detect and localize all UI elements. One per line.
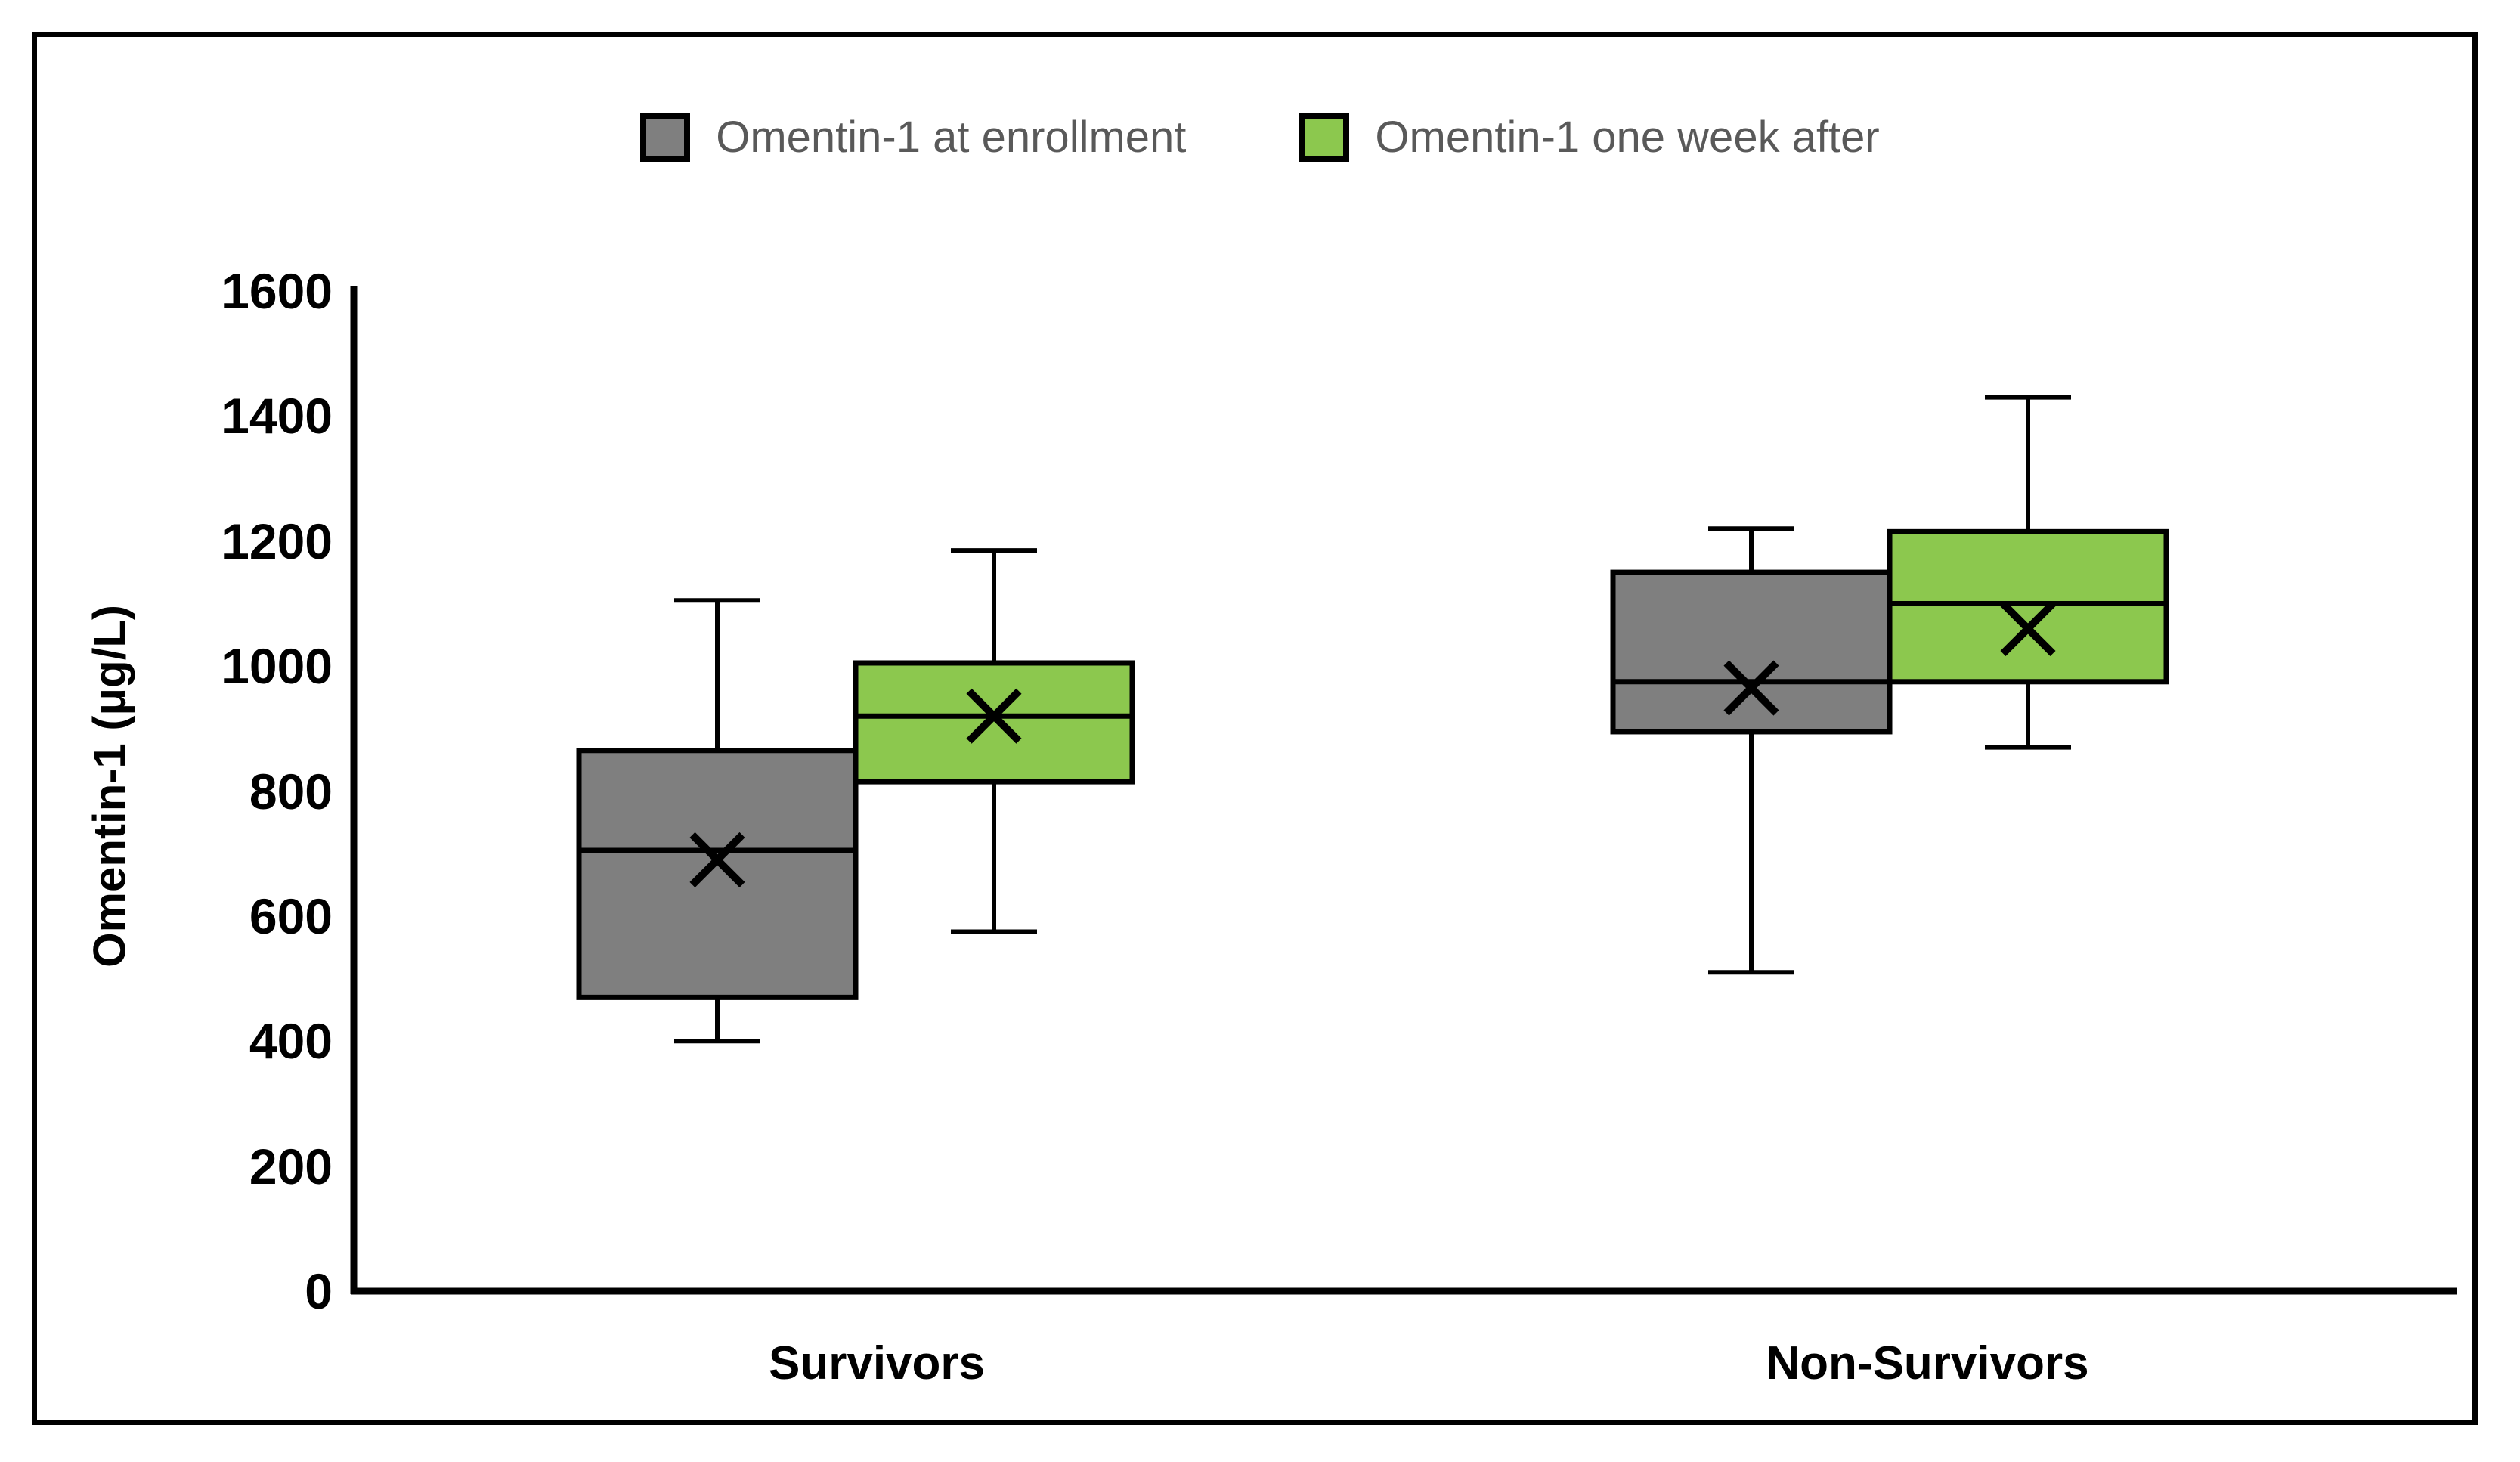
y-tick-label-1600: 1600 <box>221 263 333 319</box>
legend-label-one-week-after: Omentin-1 one week after <box>1375 113 1880 162</box>
legend-swatch-one-week-after-icon <box>1299 113 1350 162</box>
iqr-box-one-week-non-survivors <box>1887 528 2169 685</box>
iqr-box-one-week-survivors <box>853 660 1135 785</box>
y-tick-label-600: 600 <box>249 887 333 944</box>
mean-x-marker-enrollment-non-survivors <box>1723 660 1779 716</box>
figure-border <box>32 32 2478 1425</box>
legend-item-one-week-after: Omentin-1 one week after <box>1299 112 1880 163</box>
y-tick-label-1400: 1400 <box>221 388 333 444</box>
y-tick-label-200: 200 <box>249 1138 333 1194</box>
mean-x-marker-enrollment-survivors <box>689 832 745 887</box>
y-tick-label-800: 800 <box>249 763 333 819</box>
y-tick-label-0: 0 <box>305 1263 333 1319</box>
y-tick-label-400: 400 <box>249 1013 333 1070</box>
legend-item-enrollment: Omentin-1 at enrollment <box>640 112 1186 163</box>
legend-label-enrollment: Omentin-1 at enrollment <box>716 113 1187 162</box>
y-tick-label-1000: 1000 <box>221 638 333 695</box>
mean-x-marker-one-week-survivors <box>966 688 1022 744</box>
legend-swatch-enrollment-icon <box>640 113 691 162</box>
legend: Omentin-1 at enrollment Omentin-1 one we… <box>0 112 2520 163</box>
y-tick-label-1200: 1200 <box>221 513 333 569</box>
iqr-box-enrollment-non-survivors <box>1610 569 1893 735</box>
x-axis-label-non-survivors: Non-Survivors <box>1766 1337 2089 1389</box>
mean-x-marker-one-week-non-survivors <box>2000 600 2056 657</box>
x-axis-label-survivors: Survivors <box>768 1337 986 1389</box>
iqr-box-enrollment-survivors <box>576 748 859 1000</box>
